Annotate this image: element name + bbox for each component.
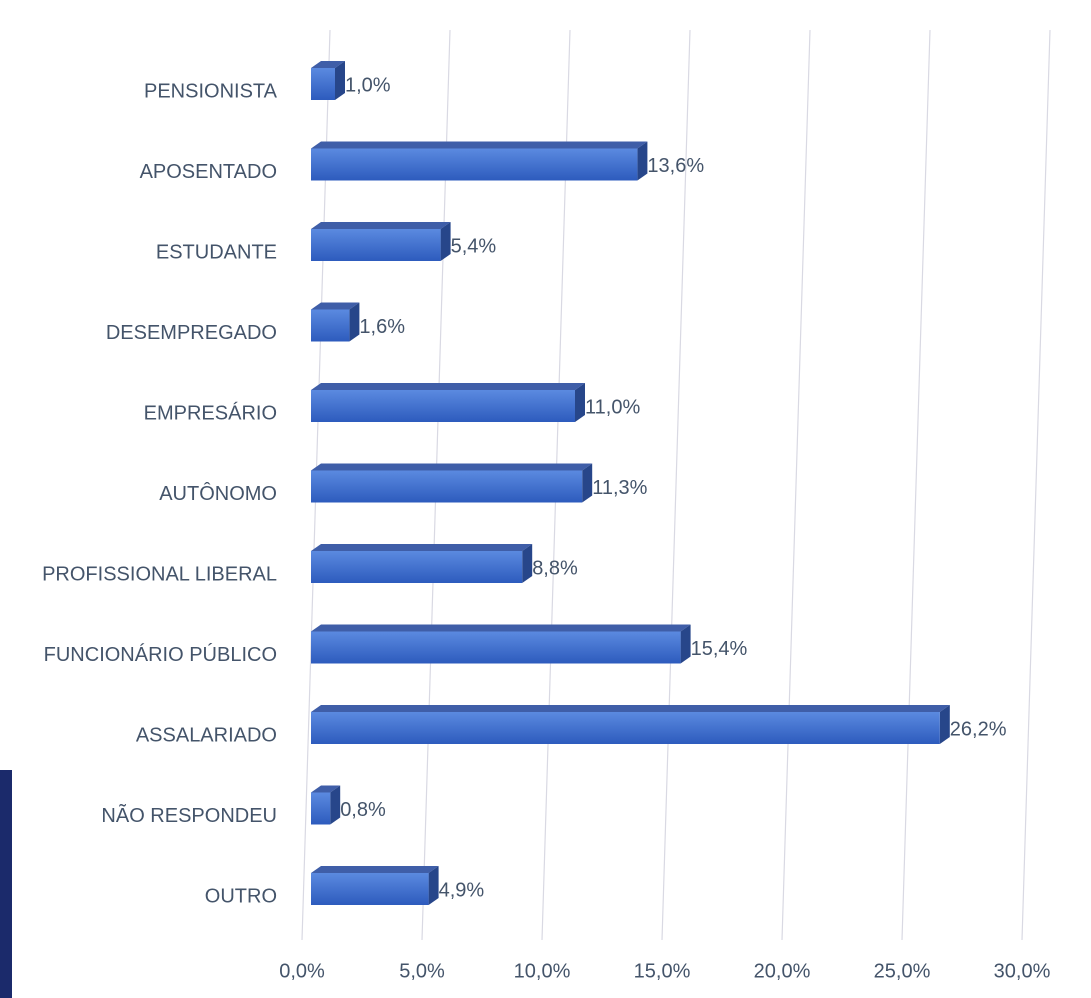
value-label: 11,3% xyxy=(592,477,647,499)
bar-front xyxy=(311,551,523,583)
bar-front xyxy=(311,712,940,744)
y-tick-label: PROFISSIONAL LIBERAL xyxy=(42,563,277,585)
bar-top xyxy=(311,222,451,229)
bar-front xyxy=(311,148,638,181)
x-tick-label: 5,0% xyxy=(399,960,445,982)
y-tick-label: AUTÔNOMO xyxy=(159,482,277,505)
bar-side xyxy=(440,222,451,261)
bar xyxy=(311,61,345,100)
bar xyxy=(311,141,648,181)
y-tick-label: DESEMPREGADO xyxy=(106,322,277,344)
bar-side xyxy=(330,785,341,825)
bar-top xyxy=(311,785,341,793)
value-label: 26,2% xyxy=(950,718,1007,740)
bar-top xyxy=(311,141,648,149)
value-label: 5,4% xyxy=(451,235,497,257)
x-tick-label: 25,0% xyxy=(874,960,931,982)
y-tick-label: NÃO RESPONDEU xyxy=(101,803,277,827)
bar-side xyxy=(349,302,360,342)
value-label: 15,4% xyxy=(691,638,748,660)
x-tick-label: 15,0% xyxy=(634,960,691,982)
bar-top xyxy=(311,624,691,632)
grid-line xyxy=(781,29,811,941)
y-tick-label: EMPRESÁRIO xyxy=(144,401,277,424)
grid-line xyxy=(661,29,691,941)
bar-front xyxy=(311,309,350,342)
bar-top xyxy=(311,302,360,310)
y-tick-label: FUNCIONÁRIO PÚBLICO xyxy=(44,643,277,666)
bar xyxy=(311,302,360,342)
bar-side xyxy=(335,61,345,100)
bar-top xyxy=(311,61,345,68)
bar-front xyxy=(311,470,583,503)
bar xyxy=(311,383,585,422)
bar-side xyxy=(939,705,950,744)
bar-top xyxy=(311,383,585,390)
bar-side xyxy=(637,141,648,181)
bar-side xyxy=(680,624,691,664)
value-label: 13,6% xyxy=(647,155,704,177)
bar-front xyxy=(311,390,575,422)
bar-side xyxy=(522,544,533,583)
bar xyxy=(311,222,451,261)
x-tick-label: 10,0% xyxy=(514,960,571,982)
bar-side xyxy=(428,866,439,905)
y-tick-label: APOSENTADO xyxy=(140,161,277,183)
bar-top xyxy=(311,705,950,712)
bar xyxy=(311,463,593,503)
bar-top xyxy=(311,866,439,873)
y-tick-label: ASSALARIADO xyxy=(136,724,277,746)
value-label: 1,6% xyxy=(359,316,405,338)
value-label: 11,0% xyxy=(585,396,640,418)
bar xyxy=(311,866,439,905)
bar-side xyxy=(575,383,585,422)
bar xyxy=(311,785,341,825)
bars: PENSIONISTA 1,0% APOSENTADO 13,6% ESTUDANTE 5… xyxy=(42,61,1007,907)
bar xyxy=(311,544,533,583)
bar-top xyxy=(311,463,593,471)
value-label: 1,0% xyxy=(345,74,391,96)
bar xyxy=(311,624,691,664)
y-tick-label: PENSIONISTA xyxy=(144,80,278,102)
x-tick-label: 0,0% xyxy=(279,960,325,982)
x-tick-label: 30,0% xyxy=(994,960,1051,982)
y-tick-label: OUTRO xyxy=(205,885,277,907)
bar-front xyxy=(311,229,441,261)
bar-front xyxy=(311,873,429,905)
grid-line xyxy=(901,29,931,941)
side-strip xyxy=(0,770,12,998)
bar-front xyxy=(311,631,681,664)
bar-front xyxy=(311,68,335,100)
x-tick-label: 20,0% xyxy=(754,960,811,982)
bar-top xyxy=(311,544,533,551)
bar-side xyxy=(582,463,593,503)
value-label: 4,9% xyxy=(439,879,485,901)
value-label: 8,8% xyxy=(532,557,578,579)
y-tick-label: ESTUDANTE xyxy=(156,241,277,263)
grid-line xyxy=(1021,29,1051,941)
bar xyxy=(311,705,950,744)
value-label: 0,8% xyxy=(340,799,386,821)
grid: 0,0% 5,0% 10,0% 15,0% 20,0% 25,0% 30,0% xyxy=(279,29,1051,982)
bar-front xyxy=(311,792,331,825)
